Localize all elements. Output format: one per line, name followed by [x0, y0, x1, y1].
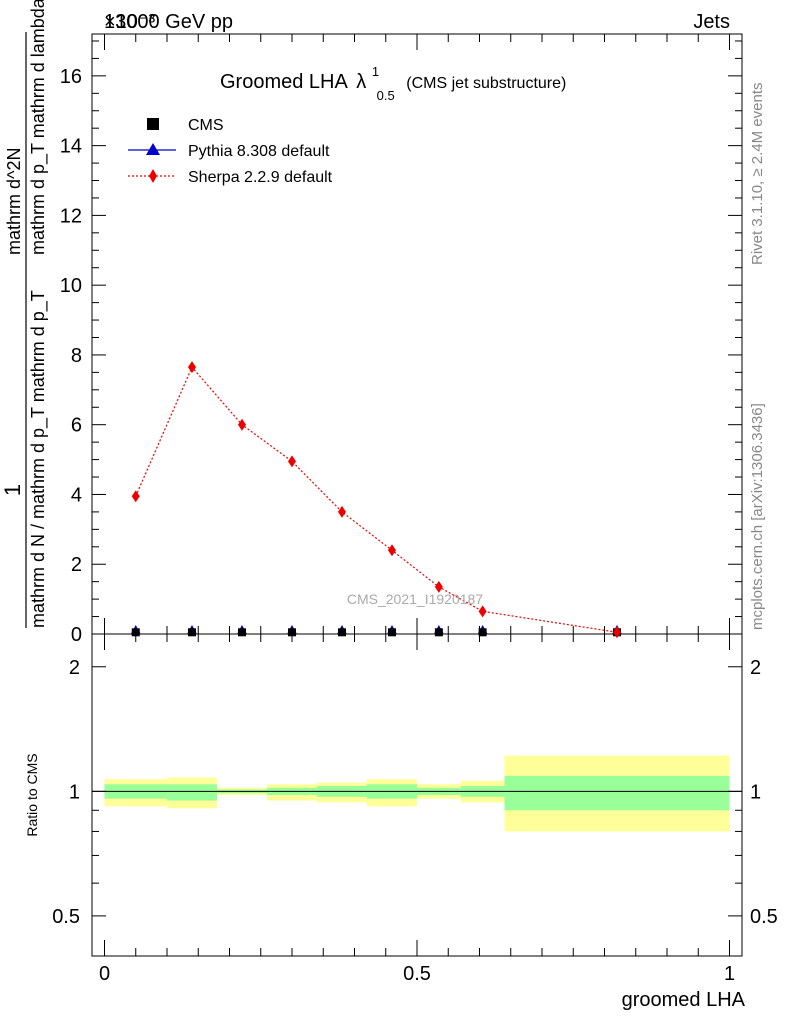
sherpa-point	[434, 580, 443, 593]
cms-point	[388, 628, 396, 637]
ratio-y-tick-label: 1	[69, 781, 80, 803]
main-y-tick-label: 2	[71, 554, 82, 576]
cms-point	[238, 628, 246, 637]
exponent-label: ×10⁻³	[104, 11, 155, 33]
sherpa-point	[131, 490, 140, 503]
x-tick-label: 0.5	[403, 963, 431, 985]
legend-label-sherpa: Sherpa 2.2.9 default	[188, 169, 333, 186]
ratio-y-label: Ratio to CMS	[24, 753, 40, 836]
rivet-label: Rivet 3.1.10, ≥ 2.4M events	[749, 83, 766, 266]
ratio-y-tick-label: 2	[69, 657, 80, 679]
main-y-tick-label: 10	[60, 275, 82, 297]
main-y-tick-label: 0	[71, 624, 82, 646]
main-x-axis	[104, 34, 730, 634]
legend: CMS Pythia 8.308 default Sherpa 2.2.9 de…	[128, 117, 333, 186]
y-label-denominator: mathrm d N / mathrm d p_T mathrm d p_T	[28, 290, 49, 628]
sherpa-series	[131, 361, 621, 639]
ratio-bands	[104, 755, 730, 832]
cms-point	[131, 628, 140, 637]
x-tick-label: 1	[724, 963, 735, 985]
legend-label-pythia: Pythia 8.308 default	[188, 143, 330, 160]
x-axis-label: groomed LHA	[622, 989, 746, 1011]
y-label-derivative-denominator: mathrm d p_T mathrm d lambda	[28, 0, 49, 255]
ratio-x-axis: 0 0.5 1	[99, 634, 735, 985]
main-y-tick-label: 12	[60, 205, 82, 227]
legend-marker-cms	[147, 118, 159, 130]
ratio-y-axis: 0.5 0.5 1 1 2 2	[52, 657, 778, 957]
pythia-series	[130, 625, 622, 634]
main-y-tick-label: 16	[60, 66, 82, 88]
sherpa-point	[478, 605, 487, 618]
header-left-label: 13000 GeV pp	[104, 11, 233, 33]
ratio-y-tick-label: 0.5	[52, 906, 80, 928]
sherpa-point	[388, 544, 396, 557]
sherpa-point	[288, 455, 296, 468]
cms-point	[478, 628, 487, 637]
title-subscript: 0.5	[377, 88, 395, 103]
title-symbol: λ	[356, 71, 366, 93]
cms-series	[131, 628, 621, 637]
ratio-y-tick-label-right: 1	[750, 781, 761, 803]
main-y-tick-label: 8	[71, 345, 82, 367]
main-y-tick-label: 14	[60, 136, 82, 158]
ratio-y-tick-label-right: 2	[750, 657, 761, 679]
cms-point	[288, 628, 296, 637]
title-note: (CMS jet substructure)	[406, 75, 566, 92]
sherpa-point	[238, 418, 246, 431]
cms-point	[338, 628, 346, 637]
watermark: CMS_2021_I1920187	[347, 591, 483, 607]
main-y-tick-label: 4	[71, 484, 82, 506]
sherpa-point	[188, 361, 196, 374]
header-right-label: Jets	[693, 11, 730, 33]
main-y-tick-label: 6	[71, 415, 82, 437]
sherpa-point	[338, 505, 346, 518]
title-text: Groomed LHA	[220, 71, 348, 93]
cms-point	[188, 628, 196, 637]
ratio-band-inner	[167, 784, 217, 801]
ratio-y-tick-label-right: 0.5	[750, 906, 778, 928]
y-label-derivative-numerator: mathrm d^2N	[4, 148, 24, 255]
title-superscript: 1	[372, 64, 379, 79]
chart-title: Groomed LHA λ 1 0.5 (CMS jet substructur…	[220, 59, 566, 105]
legend-marker-pythia	[146, 143, 160, 155]
cms-point	[434, 628, 443, 637]
y-label-one: 1	[0, 484, 25, 496]
mcplots-label: mcplots.cern.ch [arXiv:1306.3436]	[749, 403, 766, 630]
x-tick-label: 0	[99, 963, 110, 985]
legend-label-cms: CMS	[188, 117, 224, 134]
legend-marker-sherpa	[149, 169, 157, 183]
main-y-label: 1 mathrm d N / mathrm d p_T mathrm d p_T…	[0, 0, 49, 628]
sherpa-point	[613, 626, 621, 639]
main-y-axis: 0 2 4 6 8 10 12 14 16	[60, 40, 742, 646]
ratio-band-inner	[504, 775, 730, 811]
